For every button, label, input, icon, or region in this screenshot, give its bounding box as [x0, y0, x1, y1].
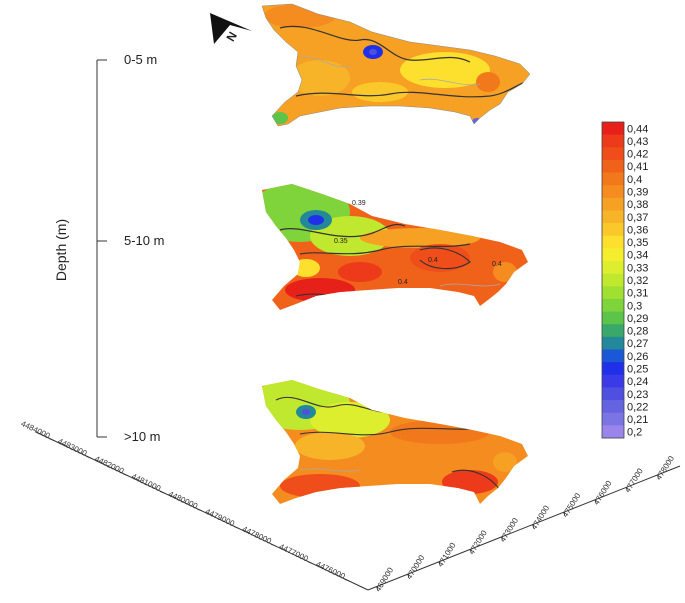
y-axis-tick-label: 4479000 — [204, 507, 236, 529]
colorbar-swatch — [602, 159, 624, 173]
colorbar-label: 0,26 — [627, 351, 648, 363]
colorbar-swatch — [602, 286, 624, 300]
x-axis-tick-label: 473000 — [498, 516, 520, 544]
map-layer-5-10m: 0.39 0.4 0.35 0.4 0.4 — [262, 184, 528, 310]
colorbar-label: 0,21 — [627, 414, 648, 426]
y-axis-tick-label: 4481000 — [130, 472, 162, 494]
colorbar-label: 0,28 — [627, 326, 648, 338]
colorbar-swatch — [602, 273, 624, 287]
colorbar-label: 0,32 — [627, 275, 648, 287]
x-axis-tick-label: 471000 — [436, 541, 458, 569]
y-axis-tick — [196, 508, 203, 512]
colorbar-swatch — [602, 387, 624, 401]
colorbar-label: 0,29 — [627, 313, 648, 325]
colorbar-label: 0,25 — [627, 363, 648, 375]
depth-axis-title: Depth (m) — [53, 219, 69, 281]
colorbar-label: 0,39 — [627, 187, 648, 199]
map-layer-10m — [262, 380, 528, 504]
y-axis-tick-label: 4483000 — [56, 437, 88, 459]
colorbar-label: 0,34 — [627, 250, 648, 262]
colorbar-label: 0,36 — [627, 224, 648, 236]
colorbar-label: 0,24 — [627, 376, 648, 388]
colorbar-swatch — [602, 197, 624, 211]
colorbar-swatch — [602, 235, 624, 249]
colorbar-swatch — [602, 374, 624, 388]
colorbar-swatch — [602, 172, 624, 186]
colorbar-label: 0,33 — [627, 262, 648, 274]
north-label: N — [223, 29, 239, 44]
colorbar-swatch — [602, 349, 624, 363]
x-axis-tick-label: 477000 — [623, 466, 645, 494]
y-axis-tick — [307, 561, 313, 565]
colorbar-swatch — [602, 298, 624, 312]
colorbar-swatch — [602, 362, 624, 376]
y-axis-tick — [344, 578, 350, 582]
y-axis-tick — [123, 473, 129, 477]
colorbar-swatch — [602, 261, 624, 275]
colorbar-label: 0,31 — [627, 288, 648, 300]
x-axis-tick-label: 476000 — [592, 479, 614, 507]
x-axis-tick-label: 478000 — [654, 454, 676, 482]
north-arrow-icon: N — [210, 13, 252, 44]
contour-label: 0.4 — [398, 279, 408, 286]
colorbar-label: 0,37 — [627, 212, 648, 224]
y-axis-tick-label: 4476000 — [315, 559, 347, 581]
colorbar-label: 0,35 — [627, 237, 648, 249]
colorbar-label: 0,23 — [627, 389, 648, 401]
colorbar-swatch — [602, 147, 624, 161]
y-axis-tick-label: 4477000 — [278, 542, 310, 564]
x-axis-tick-label: 475000 — [561, 491, 583, 519]
contour-label: 0.39 — [352, 200, 366, 207]
colorbar-label: 0,2 — [627, 427, 642, 439]
colorbar-label: 0,27 — [627, 338, 648, 350]
map-layer-0-5m — [261, 3, 531, 127]
colorbar-swatch — [602, 210, 624, 224]
x-axis-tick-label: 470000 — [405, 553, 427, 581]
colorbar-swatch — [602, 336, 624, 350]
y-axis-tick — [270, 543, 276, 547]
colorbar-label: 0,38 — [627, 199, 648, 211]
depth-label-10: >10 m — [124, 429, 161, 444]
colorbar-label: 0,41 — [627, 161, 648, 173]
colorbar-swatch — [602, 400, 624, 414]
y-axis-tick — [49, 438, 55, 442]
y-axis-tick-label: 4480000 — [167, 489, 199, 511]
x-axis-tick-label: 474000 — [529, 503, 551, 531]
contour-label: 0.35 — [334, 238, 348, 245]
colorbar-label: 0,42 — [627, 149, 648, 161]
colorbar-swatch — [602, 134, 624, 148]
colorbar-label: 0,44 — [627, 123, 648, 135]
colorbar-swatch — [602, 248, 624, 262]
x-axis-tick-label: 469000 — [373, 565, 395, 593]
colorbar-swatch — [602, 412, 624, 426]
colorbar-swatch — [602, 122, 624, 136]
y-axis-tick — [233, 526, 240, 529]
depth-label-5-10: 5-10 m — [124, 233, 164, 248]
y-axis-tick-label: 4484000 — [19, 419, 51, 441]
colorbar-frame — [601, 121, 625, 439]
colorbar-swatch — [602, 185, 624, 199]
colorbar-label: 0,4 — [627, 174, 642, 186]
contour-label: 0.4 — [492, 261, 502, 268]
y-axis-tick — [159, 491, 166, 494]
colorbar-label: 0,22 — [627, 401, 648, 413]
colorbar-swatch — [602, 223, 624, 237]
y-axis-tick — [86, 455, 92, 459]
contour-label: 0.4 — [428, 257, 438, 264]
y-axis-tick-label: 4482000 — [93, 454, 125, 476]
depth-axis: 0-5 m 5-10 m >10 m Depth (m) — [53, 52, 164, 444]
colorbar-swatch — [602, 425, 624, 439]
colorbar-swatch — [602, 324, 624, 338]
colorbar-label: 0,3 — [627, 300, 642, 312]
colorbar-label: 0,43 — [627, 136, 648, 148]
colorbar-legend: 0,440,430,420,410,40,390,380,370,360,350… — [601, 121, 648, 439]
x-axis-tick-label: 472000 — [467, 528, 489, 556]
y-axis-tick-label: 4478000 — [241, 524, 273, 546]
depth-label-0-5: 0-5 m — [124, 52, 157, 67]
colorbar-swatch — [602, 311, 624, 325]
